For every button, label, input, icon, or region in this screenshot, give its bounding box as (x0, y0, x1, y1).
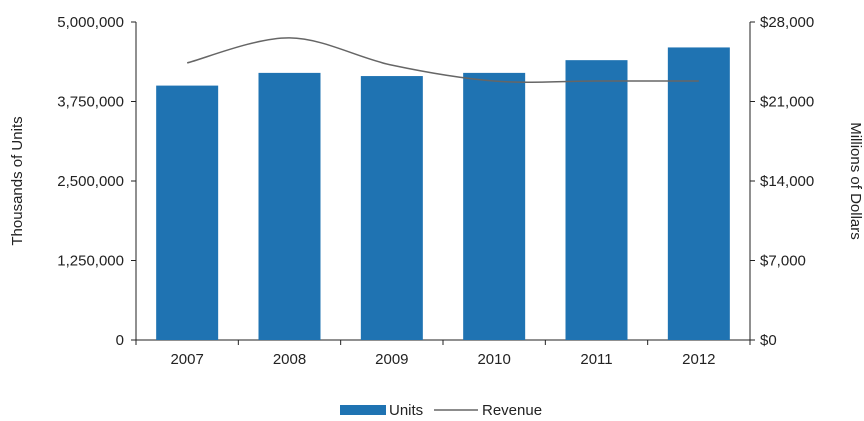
right-tick-label: $21,000 (760, 94, 814, 111)
revenue-line-group (186, 37, 699, 83)
units-bar-2009 (360, 76, 423, 340)
left-tick-labels: 0 1,250,000 2,500,000 3,750,000 5,000,000 (57, 14, 136, 349)
y2-axis-label: Millions of Dollars (847, 122, 864, 240)
left-tick-label: 2,500,000 (57, 173, 124, 190)
legend: Units Revenue (340, 402, 542, 419)
right-tick-label: $0 (760, 332, 777, 349)
units-bars (156, 47, 730, 340)
units-bar-2011 (565, 60, 628, 340)
right-tick-label: $14,000 (760, 173, 814, 190)
x-tick-labels: 2007 2008 2009 2010 2011 2012 (135, 340, 751, 368)
x-tick-label: 2009 (375, 351, 408, 368)
legend-units-swatch (340, 405, 386, 415)
y-axis-label: Thousands of Units (9, 116, 26, 245)
left-tick-label: 3,750,000 (57, 94, 124, 111)
right-tick-labels: $0 $7,000 $14,000 $21,000 $28,000 (750, 14, 814, 349)
x-tick-label: 2010 (477, 351, 510, 368)
units-bar-2008 (258, 72, 321, 340)
right-tick-label: $28,000 (760, 14, 814, 31)
right-tick-label: $7,000 (760, 253, 806, 270)
units-bar-2012 (667, 47, 730, 340)
revenue-line (186, 37, 699, 83)
x-tick-label: 2011 (580, 351, 612, 368)
left-tick-label: 0 (116, 332, 124, 349)
units-bar-2007 (156, 85, 219, 340)
x-tick-label: 2007 (170, 351, 203, 368)
legend-units-label: Units (389, 402, 423, 419)
x-tick-label: 2012 (682, 351, 715, 368)
axes (135, 22, 751, 341)
units-bar-2010 (463, 72, 526, 340)
left-tick-label: 5,000,000 (57, 14, 124, 31)
left-tick-label: 1,250,000 (57, 253, 124, 270)
x-tick-label: 2008 (273, 351, 306, 368)
legend-revenue-label: Revenue (482, 402, 542, 419)
